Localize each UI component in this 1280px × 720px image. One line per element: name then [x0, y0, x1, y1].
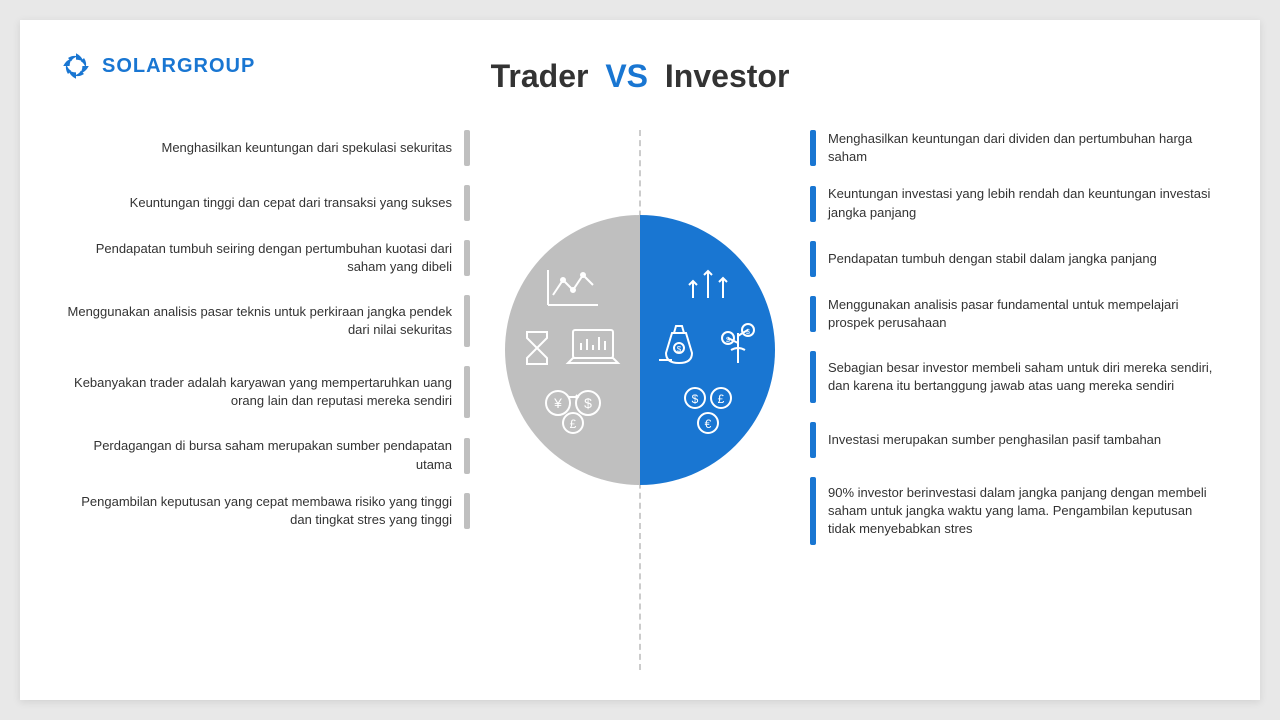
gray-bar: [464, 493, 470, 529]
currency-exchange-icon: ¥ $ £: [538, 385, 608, 435]
investor-item: Keuntungan investasi yang lebih rendah d…: [810, 185, 1220, 221]
svg-text:€: €: [704, 417, 711, 431]
investor-item: 90% investor berinvestasi dalam jangka p…: [810, 477, 1220, 545]
currency-coins-icon: $ £ €: [673, 383, 743, 438]
blue-bar: [810, 186, 816, 222]
title-right: Investor: [665, 58, 789, 94]
trader-item-text: Keuntungan tinggi dan cepat dari transak…: [130, 194, 452, 212]
title-left: Trader: [491, 58, 589, 94]
svg-text:$: $: [584, 395, 592, 411]
investor-item-text: Keuntungan investasi yang lebih rendah d…: [828, 185, 1220, 221]
investor-item: Menggunakan analisis pasar fundamental u…: [810, 296, 1220, 332]
investor-item: Menghasilkan keuntungan dari dividen dan…: [810, 130, 1220, 166]
hourglass-icon: [523, 328, 551, 368]
trader-item-text: Kebanyakan trader adalah karyawan yang m…: [60, 374, 452, 410]
growth-arrows-icon: [678, 263, 738, 303]
gray-bar: [464, 240, 470, 276]
logo-icon: [60, 50, 92, 82]
investor-item: Investasi merupakan sumber penghasilan p…: [810, 422, 1220, 458]
trader-item-text: Pendapatan tumbuh seiring dengan pertumb…: [60, 240, 452, 276]
trader-item: Kebanyakan trader adalah karyawan yang m…: [60, 366, 470, 418]
blue-bar: [810, 477, 816, 545]
blue-bar: [810, 130, 816, 166]
trader-item-text: Menggunakan analisis pasar teknis untuk …: [60, 303, 452, 339]
blue-bar: [810, 296, 816, 332]
svg-text:$: $: [691, 392, 698, 406]
trader-item: Pendapatan tumbuh seiring dengan pertumb…: [60, 240, 470, 276]
center-circle: ¥ $ £ $: [505, 215, 775, 485]
investor-item-text: Menggunakan analisis pasar fundamental u…: [828, 296, 1220, 332]
chart-icon: [543, 265, 603, 310]
growth-plant-icon: $ $: [716, 318, 761, 368]
trader-item: Menggunakan analisis pasar teknis untuk …: [60, 295, 470, 347]
trader-item-text: Menghasilkan keuntungan dari spekulasi s…: [161, 139, 452, 157]
investor-item-text: Menghasilkan keuntungan dari dividen dan…: [828, 130, 1220, 166]
investor-item-text: Pendapatan tumbuh dengan stabil dalam ja…: [828, 250, 1157, 268]
trader-item: Menghasilkan keuntungan dari spekulasi s…: [60, 130, 470, 166]
investor-item-text: Investasi merupakan sumber penghasilan p…: [828, 431, 1161, 449]
blue-bar: [810, 351, 816, 403]
gray-bar: [464, 295, 470, 347]
gray-bar: [464, 130, 470, 166]
title-vs: VS: [605, 58, 648, 94]
svg-text:£: £: [569, 417, 576, 431]
investor-item: Pendapatan tumbuh dengan stabil dalam ja…: [810, 241, 1220, 277]
gray-bar: [464, 366, 470, 418]
trader-item: Perdagangan di bursa saham merupakan sum…: [60, 437, 470, 473]
svg-text:$: $: [677, 345, 682, 354]
trader-item: Pengambilan keputusan yang cepat membawa…: [60, 493, 470, 529]
investor-item: Sebagian besar investor membeli saham un…: [810, 351, 1220, 403]
infographic-card: SOLARGROUP Trader VS Investor: [20, 20, 1260, 700]
logo-text: SOLARGROUP: [102, 55, 255, 78]
money-bag-icon: $: [654, 318, 704, 368]
trader-item-text: Pengambilan keputusan yang cepat membawa…: [60, 493, 452, 529]
investor-item-text: 90% investor berinvestasi dalam jangka p…: [828, 484, 1220, 539]
trader-item-text: Perdagangan di bursa saham merupakan sum…: [60, 437, 452, 473]
logo: SOLARGROUP: [60, 50, 255, 82]
svg-text:£: £: [717, 392, 724, 406]
laptop-chart-icon: [563, 325, 623, 370]
content: ¥ $ £ $: [60, 130, 1220, 690]
blue-bar: [810, 422, 816, 458]
blue-bar: [810, 241, 816, 277]
gray-bar: [464, 438, 470, 474]
svg-text:¥: ¥: [553, 395, 562, 411]
gray-bar: [464, 185, 470, 221]
trader-item: Keuntungan tinggi dan cepat dari transak…: [60, 185, 470, 221]
investor-item-text: Sebagian besar investor membeli saham un…: [828, 359, 1220, 395]
